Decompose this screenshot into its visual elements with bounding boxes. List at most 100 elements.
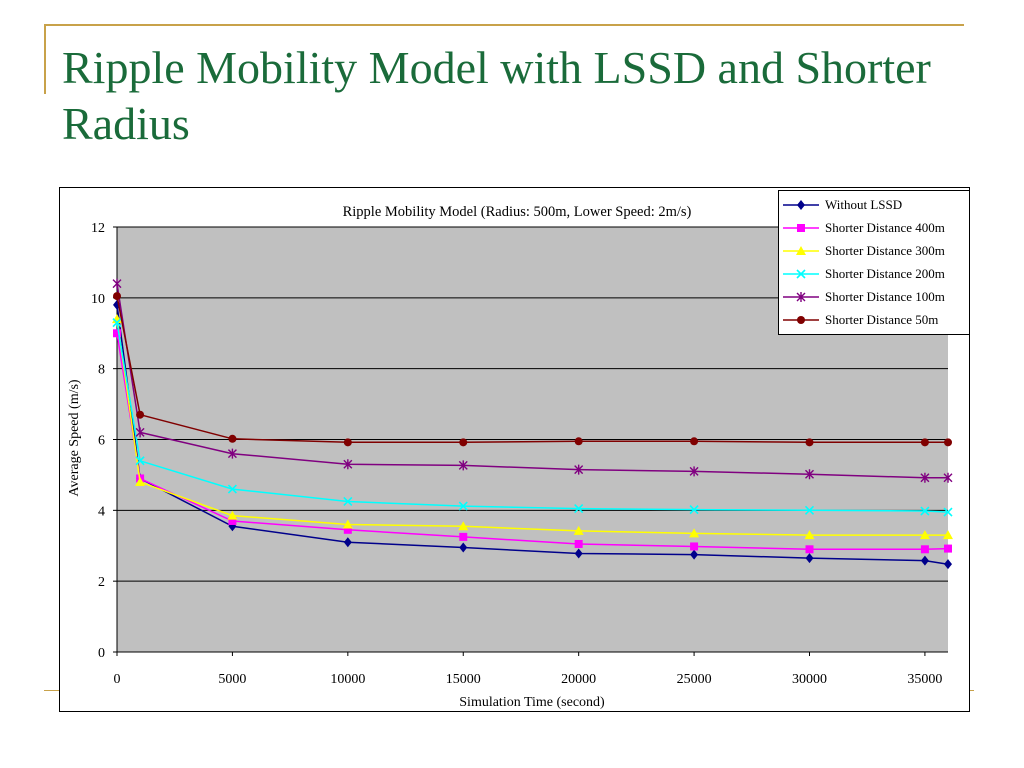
data-point: [458, 521, 469, 531]
series-6: [113, 292, 952, 447]
data-point: [136, 410, 145, 419]
data-point: [689, 466, 699, 477]
data-point: [805, 438, 814, 447]
legend-item: Shorter Distance 300m: [779, 239, 969, 262]
data-point: [944, 544, 952, 553]
data-point: [943, 507, 953, 517]
x-tick-label: 35000: [907, 672, 942, 687]
data-point: [228, 434, 237, 443]
data-point: [919, 530, 930, 540]
legend-label: Shorter Distance 400m: [825, 219, 945, 235]
data-point: [943, 530, 953, 540]
x-tick-label: 10000: [330, 672, 365, 687]
legend-label: Shorter Distance 200m: [825, 265, 945, 281]
legend-label: Shorter Distance 50m: [825, 311, 939, 327]
legend-label: Shorter Distance 100m: [825, 288, 945, 304]
data-point: [227, 448, 237, 459]
data-point: [113, 329, 121, 338]
slide-left-rule: [44, 24, 46, 94]
legend-item: Without LSSD: [779, 193, 969, 216]
series-line: [116, 318, 948, 536]
data-point: [458, 460, 468, 471]
series-4: [112, 318, 953, 517]
data-point: [574, 503, 584, 514]
data-point: [135, 477, 146, 486]
data-point: [943, 472, 953, 483]
legend-label: Shorter Distance 300m: [825, 242, 945, 258]
y-tick-label: 8: [98, 363, 105, 378]
chart-legend: Without LSSD Shorter Distance 400m Shorter…: [778, 190, 970, 335]
data-point: [920, 472, 930, 483]
data-point: [805, 469, 814, 480]
data-point: [920, 506, 930, 516]
x-tick-label: 30000: [792, 672, 827, 687]
series-line: [116, 304, 949, 565]
data-point: [227, 510, 238, 520]
data-point: [113, 292, 121, 301]
data-point: [459, 438, 468, 447]
legend-swatch-marker: [797, 223, 805, 232]
legend-item: Shorter Distance 100m: [779, 285, 969, 308]
data-point: [574, 464, 584, 475]
series-line: [116, 295, 948, 444]
legend-item: Shorter Distance 50m: [779, 308, 969, 331]
data-point: [804, 530, 815, 540]
x-tick-label: 5000: [218, 672, 246, 687]
data-point: [342, 519, 353, 529]
legend-swatch-marker: [796, 268, 806, 279]
data-point: [227, 484, 237, 494]
series-line: [116, 283, 948, 479]
data-point: [574, 437, 583, 446]
data-point: [690, 549, 699, 560]
legend-label: Without LSSD: [825, 196, 903, 212]
data-point: [459, 542, 468, 553]
data-point: [690, 437, 699, 446]
legend-swatch-marker: [796, 291, 806, 302]
data-point: [944, 559, 952, 570]
data-point: [112, 278, 122, 289]
slide-title: Ripple Mobility Model with LSSD and Shor…: [62, 42, 931, 149]
data-point: [343, 537, 352, 548]
legend-swatch: [783, 245, 819, 255]
legend-swatch-marker: [797, 199, 805, 210]
data-point: [920, 555, 929, 566]
data-point: [458, 501, 468, 511]
data-point: [574, 539, 583, 548]
y-axis-label: Average Speed (m/s): [67, 379, 82, 496]
data-point: [573, 525, 584, 535]
legend-item: Shorter Distance 400m: [779, 216, 969, 239]
data-point: [228, 516, 237, 525]
legend-swatch-marker: [797, 315, 805, 324]
y-tick-label: 4: [98, 504, 105, 519]
legend-swatch: [783, 315, 819, 324]
data-point: [689, 528, 700, 538]
data-point: [343, 459, 353, 470]
data-point: [343, 496, 353, 507]
series-line: [116, 322, 949, 513]
x-tick-label: 20000: [561, 672, 596, 687]
legend-swatch-marker: [796, 245, 806, 255]
series-5: [112, 278, 953, 483]
y-tick-label: 6: [98, 434, 105, 449]
data-point: [920, 438, 929, 447]
data-point: [343, 525, 352, 534]
x-tick-label: 15000: [446, 672, 481, 687]
data-point: [805, 553, 814, 564]
legend-swatch: [783, 291, 819, 302]
data-point: [135, 427, 145, 438]
data-point: [112, 318, 122, 328]
y-tick-label: 12: [91, 221, 105, 236]
y-tick-label: 2: [98, 575, 105, 590]
slide-top-rule: [44, 24, 964, 26]
y-tick-label: 10: [91, 292, 105, 307]
data-point: [135, 456, 145, 466]
x-axis-label: Simulation Time (second): [459, 695, 605, 710]
data-point: [690, 542, 699, 551]
x-tick-label: 0: [114, 672, 121, 687]
data-point: [944, 438, 952, 447]
chart-title: Ripple Mobility Model (Radius: 500m, Low…: [343, 204, 692, 220]
data-point: [805, 545, 814, 554]
legend-swatch: [783, 268, 819, 279]
data-point: [920, 545, 929, 554]
